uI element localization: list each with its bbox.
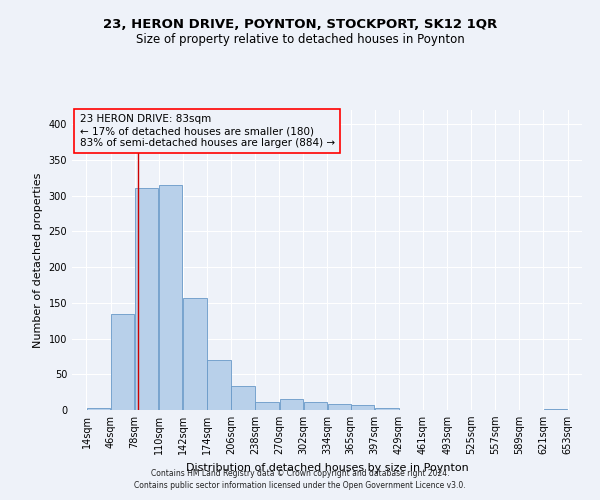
Bar <box>207 360 230 410</box>
Text: Size of property relative to detached houses in Poynton: Size of property relative to detached ho… <box>136 32 464 46</box>
Bar <box>351 405 374 410</box>
Text: Contains HM Land Registry data © Crown copyright and database right 2024.: Contains HM Land Registry data © Crown c… <box>151 468 449 477</box>
Bar <box>135 188 158 410</box>
X-axis label: Distribution of detached houses by size in Poynton: Distribution of detached houses by size … <box>185 462 469 472</box>
Text: 23, HERON DRIVE, POYNTON, STOCKPORT, SK12 1QR: 23, HERON DRIVE, POYNTON, STOCKPORT, SK1… <box>103 18 497 30</box>
Bar <box>159 185 182 410</box>
Bar <box>232 386 255 410</box>
Bar <box>375 408 398 410</box>
Bar <box>328 404 351 410</box>
Bar <box>280 400 303 410</box>
Text: Contains public sector information licensed under the Open Government Licence v3: Contains public sector information licen… <box>134 481 466 490</box>
Bar <box>304 402 327 410</box>
Bar <box>183 298 206 410</box>
Bar <box>544 408 567 410</box>
Bar <box>111 314 134 410</box>
Bar <box>87 408 110 410</box>
Y-axis label: Number of detached properties: Number of detached properties <box>33 172 43 348</box>
Bar <box>256 402 279 410</box>
Text: 23 HERON DRIVE: 83sqm
← 17% of detached houses are smaller (180)
83% of semi-det: 23 HERON DRIVE: 83sqm ← 17% of detached … <box>80 114 335 148</box>
